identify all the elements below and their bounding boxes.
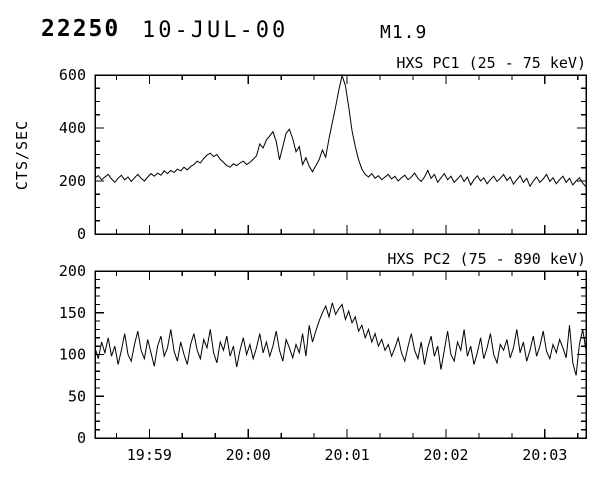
chart2-title: HXS PC2 (75 - 890 keV) bbox=[387, 250, 586, 268]
x-tick-label: 20:01 bbox=[325, 446, 370, 464]
observation-date: 10-JUL-00 bbox=[142, 18, 289, 43]
y-tick-label: 200 bbox=[59, 172, 86, 190]
y-tick-label: 400 bbox=[59, 119, 86, 137]
chart1-y-axis-label: CTS/SEC bbox=[13, 119, 31, 191]
chart-frame bbox=[94, 270, 587, 439]
x-tick-label: 20:02 bbox=[423, 446, 468, 464]
x-tick-label: 20:03 bbox=[522, 446, 567, 464]
y-tick-label: 100 bbox=[59, 346, 86, 364]
y-tick-label: 0 bbox=[77, 429, 86, 447]
y-tick-label: 150 bbox=[59, 304, 86, 322]
y-tick-label: 50 bbox=[68, 387, 86, 405]
y-tick-label: 200 bbox=[59, 262, 86, 280]
data-series bbox=[94, 73, 587, 188]
flare-class: M1.9 bbox=[380, 22, 428, 43]
chart-frame bbox=[94, 74, 587, 235]
event-number: 22250 bbox=[41, 16, 121, 42]
x-tick-label: 20:00 bbox=[226, 446, 271, 464]
y-tick-label: 600 bbox=[59, 66, 86, 84]
x-tick-label: 19:59 bbox=[127, 446, 172, 464]
y-tick-label: 0 bbox=[77, 225, 86, 243]
data-series bbox=[94, 302, 587, 376]
chart1-title: HXS PC1 (25 - 75 keV) bbox=[396, 54, 586, 72]
